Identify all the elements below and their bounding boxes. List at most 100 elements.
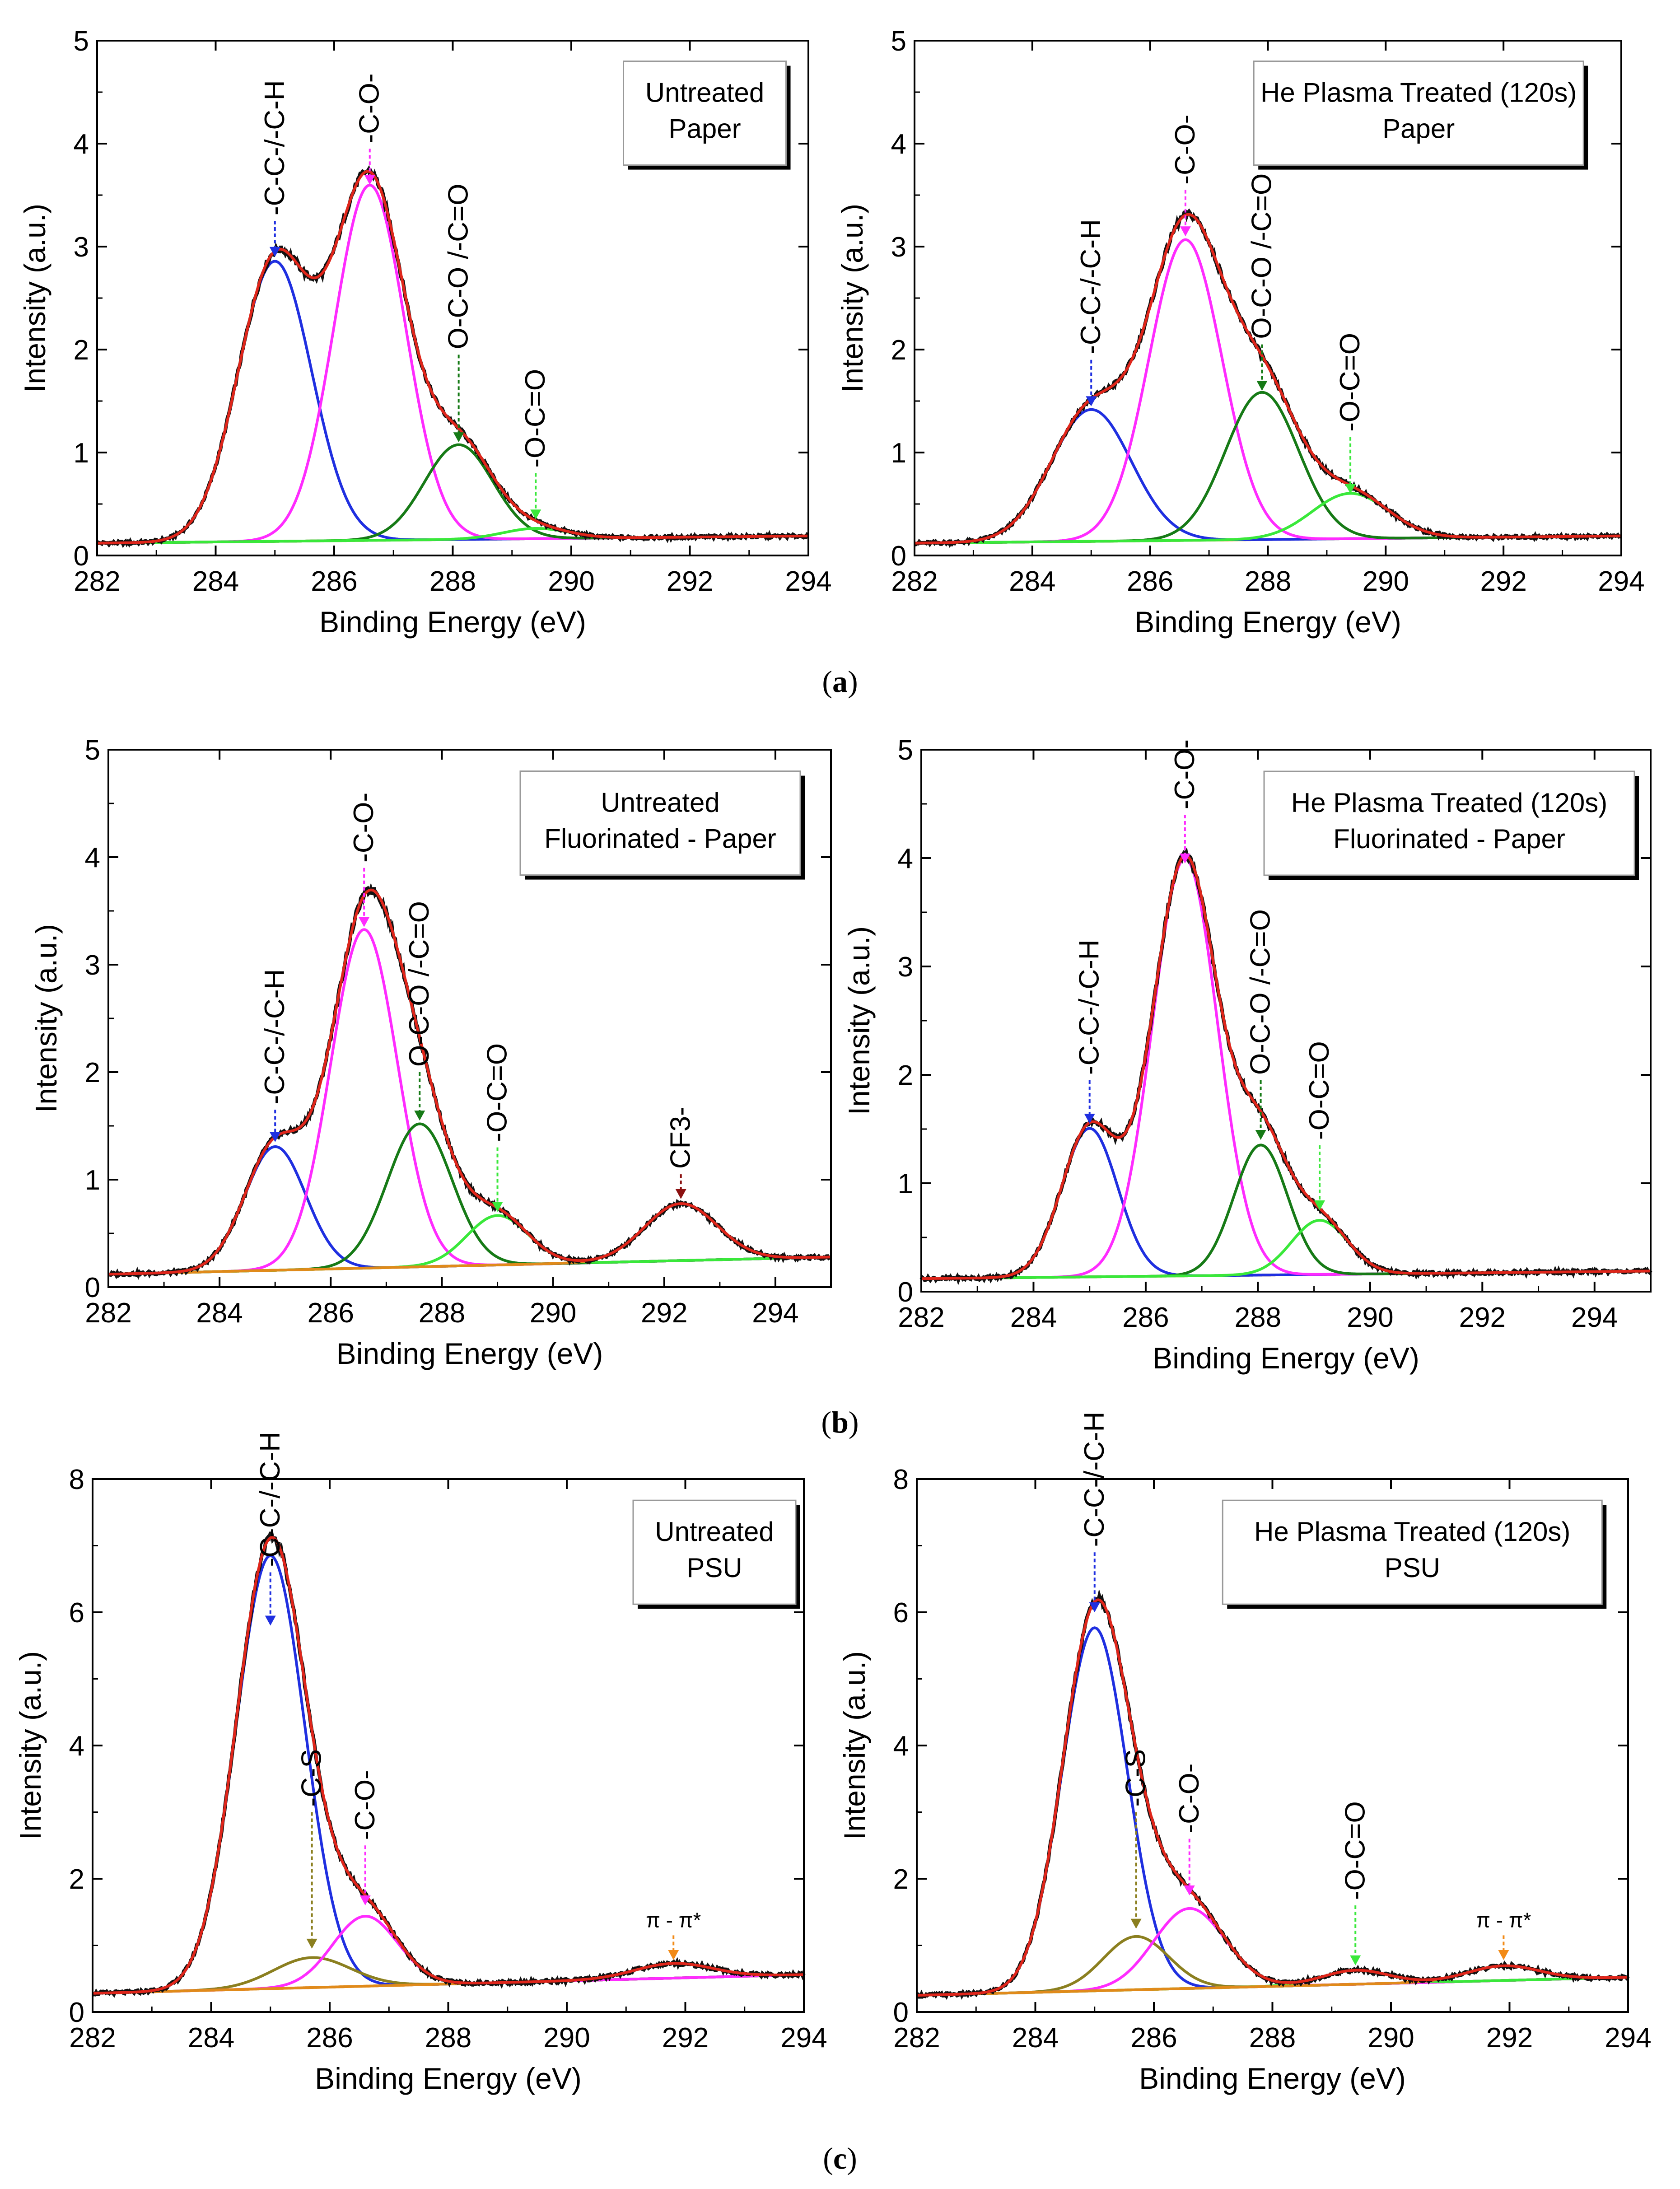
y-tick-label: 5 [74,26,89,57]
x-tick-label: 282 [893,2022,940,2054]
x-tick-label: 284 [196,1298,243,1329]
peak-arrow-head [1255,1130,1266,1140]
y-tick-label: 0 [85,1272,100,1303]
x-axis-label: Binding Energy (eV) [1153,1341,1419,1375]
x-tick-label: 290 [1363,566,1409,597]
x-tick-label: 282 [69,2022,116,2054]
legend-line: Fluorinated - Paper [1333,824,1565,854]
peak-label: -C-O- [1169,739,1200,809]
x-tick-label: 290 [1347,1302,1393,1333]
x-tick-label: 292 [641,1298,687,1329]
y-tick-label: 2 [898,1060,913,1091]
chart-panel-c-left: 282 284 286 288 290 292 294 0 2 4 6 8 Binding Energy… [14,1432,827,2095]
y-axis-label: Intensity (a.u.) [835,204,869,392]
x-tick-label: 294 [1571,1302,1618,1333]
component-peak-2 [921,857,1651,1280]
peak-label: -C-C-/-C-H [259,80,290,215]
y-tick-label: 6 [893,1597,909,1629]
y-tick-label: 8 [69,1464,84,1495]
peak-arrow-head [492,1202,503,1212]
peak-label: O-C-O /-C=O [1245,909,1276,1075]
legend-line: Untreated [645,78,765,108]
peak-arrow-head [530,509,541,520]
x-tick-label: 290 [1367,2022,1414,2054]
y-tick-label: 5 [898,735,913,766]
y-tick-label: 6 [69,1597,84,1629]
legend-line: He Plasma Treated (120s) [1254,1517,1570,1547]
y-tick-label: 5 [85,735,100,766]
envelope-fit-line [92,1536,804,1995]
component-peak-3 [915,391,1621,545]
y-tick-label: 5 [891,26,906,57]
legend-line: He Plasma Treated (120s) [1260,78,1577,108]
caption-b: (b) [821,1405,859,1439]
x-tick-label: 286 [311,566,357,597]
y-tick-label: 0 [898,1277,913,1308]
peak-arrow-head [270,1132,281,1142]
peak-label: -C-C-/-C-H [255,1432,286,1567]
x-tick-label: 286 [306,2022,353,2054]
peak-label: -C-C-/-C-H [259,969,290,1105]
y-tick-label: 0 [891,541,906,572]
envelope-fit-line [921,854,1651,1280]
y-tick-label: 4 [898,843,913,874]
peak-arrow-head [668,1950,679,1960]
peak-label: π - π* [646,1908,701,1932]
peak-arrow-head [359,1895,371,1905]
component-peak-1 [915,408,1621,545]
y-tick-label: 1 [74,438,89,469]
x-tick-label: 286 [308,1298,354,1329]
legend-box [519,770,801,876]
x-tick-label: 290 [543,2022,590,2054]
peak-label: -C-C-/-C-H [1075,219,1106,355]
x-tick-label: 284 [1010,1302,1057,1333]
y-tick-label: 2 [85,1057,100,1088]
y-tick-label: 3 [898,952,913,983]
peak-label: -O-C=O [520,369,551,468]
peak-label: O-C-O /-C=O [1246,173,1277,339]
y-tick-label: 1 [85,1165,100,1196]
legend-line: Untreated [655,1517,774,1547]
x-tick-label: 294 [785,566,831,597]
peak-arrow-head [1179,854,1190,863]
peak-label: -C-O- [350,1770,381,1840]
x-tick-label: 290 [530,1298,576,1329]
x-tick-label: 294 [752,1298,798,1329]
y-tick-label: 2 [893,1864,909,1895]
y-tick-label: 0 [74,541,89,572]
legend-box [1263,770,1635,876]
legend-line: PSU [686,1553,742,1583]
y-tick-label: 1 [891,438,906,469]
legend-box [1222,1499,1603,1605]
peak-label: -C-O- [1174,1764,1205,1834]
x-tick-label: 288 [429,566,476,597]
x-tick-label: 294 [1598,566,1644,597]
component-peak-1 [921,1127,1651,1280]
chart-panel-a-right: 282 284 286 288 290 292 294 0 1 2 3 4 5 Binding Energ… [835,26,1645,639]
x-axis-label: Binding Energy (eV) [319,605,586,639]
x-tick-label: 286 [1130,2022,1177,2054]
y-tick-label: 4 [893,1731,909,1762]
peak-arrow-head [364,175,375,185]
y-axis-label: Intensity (a.u.) [29,924,63,1113]
component-peak-1 [108,1145,831,1276]
peak-arrow-head [1345,484,1356,494]
peak-label: O-C-O /-C=O [443,184,474,350]
peak-label: -C-O- [354,73,385,143]
x-tick-label: 284 [1009,566,1055,597]
x-tick-label: 286 [1122,1302,1169,1333]
peak-arrow-head [1184,1885,1195,1895]
peak-label: -O-C=O [482,1043,513,1142]
y-tick-label: 1 [898,1168,913,1200]
chart-panel-b-left: 282 284 286 288 290 292 294 0 1 2 3 4 5 Binding Energ… [29,735,832,1370]
x-tick-label: 292 [1459,1302,1506,1333]
legend-box [623,61,787,166]
peak-arrow-head [1350,1955,1361,1965]
peak-arrow-head [1498,1950,1509,1960]
x-tick-label: 284 [188,2022,234,2054]
peak-arrow-head [359,917,370,927]
y-tick-label: 0 [69,1997,84,2028]
y-tick-label: 3 [85,950,100,981]
y-tick-label: 0 [893,1997,909,2028]
legend-line: Paper [668,114,741,144]
